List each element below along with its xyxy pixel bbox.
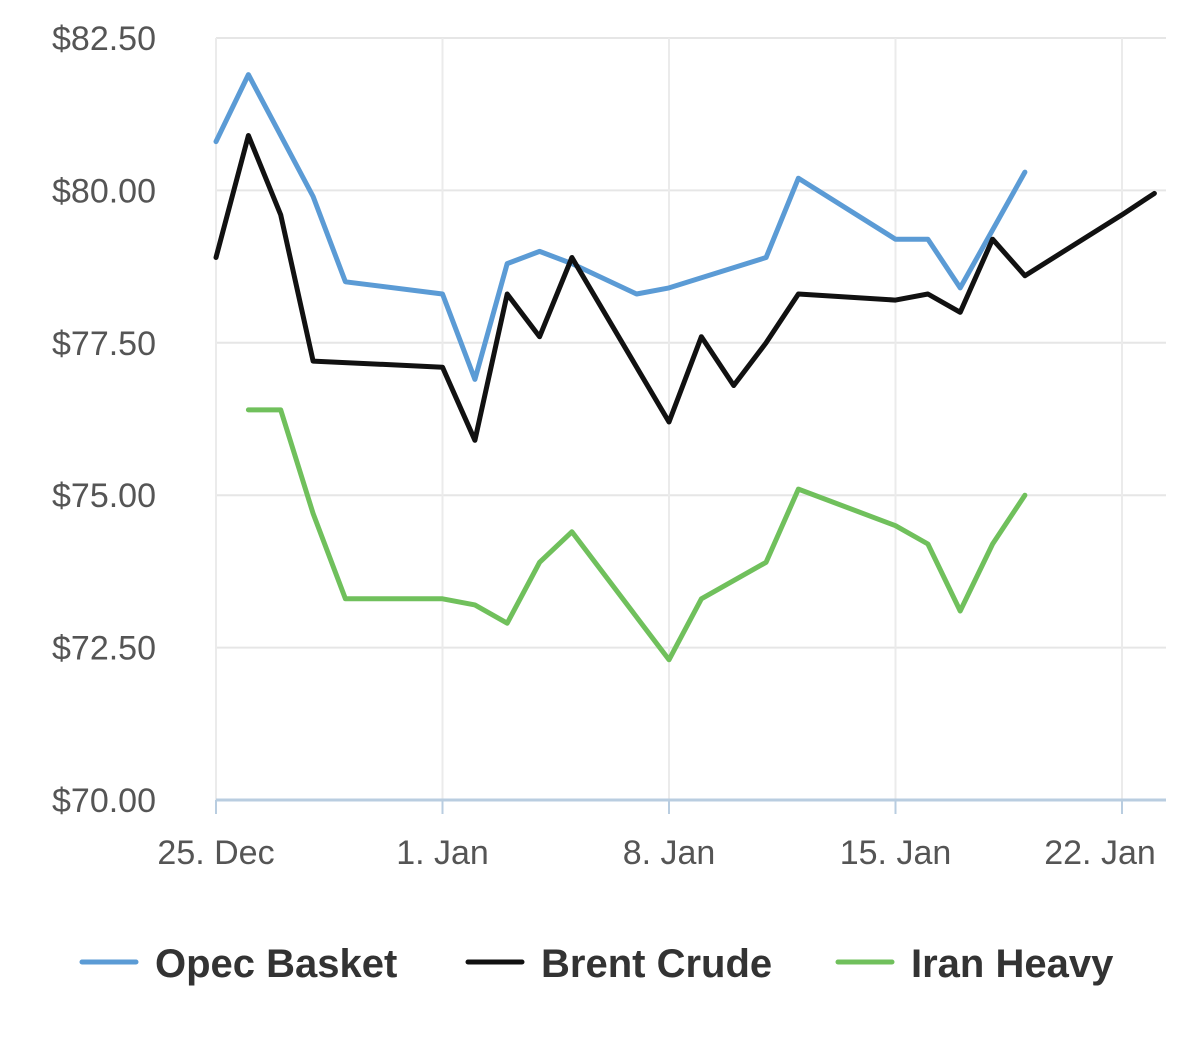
data-point[interactable] [278, 407, 284, 413]
data-point[interactable] [472, 437, 478, 443]
series-line[interactable] [213, 72, 1028, 382]
legend-item-iran-heavy[interactable]: Iran Heavy [835, 942, 1114, 986]
data-point[interactable] [795, 175, 801, 181]
data-point[interactable] [731, 383, 737, 389]
data-point[interactable] [957, 285, 963, 291]
series-brent-crude[interactable] [213, 133, 1157, 444]
data-point[interactable] [472, 602, 478, 608]
data-point[interactable] [1119, 212, 1125, 218]
series-iran-heavy[interactable] [245, 407, 1028, 663]
y-tick-label: $72.50 [52, 630, 156, 668]
data-point[interactable] [893, 236, 899, 242]
data-point[interactable] [795, 291, 801, 297]
data-point[interactable] [666, 657, 672, 663]
data-point[interactable] [1022, 492, 1028, 498]
data-point[interactable] [795, 486, 801, 492]
data-point[interactable] [1022, 273, 1028, 279]
data-point[interactable] [342, 596, 348, 602]
legend[interactable]: Opec Basket Brent Crude Iran Heavy [79, 942, 1114, 986]
x-tick-label: 22. Jan [1044, 834, 1156, 872]
data-point[interactable] [698, 596, 704, 602]
data-point[interactable] [666, 285, 672, 291]
x-tick-label: 15. Jan [840, 834, 952, 872]
data-point[interactable] [213, 255, 219, 261]
data-point[interactable] [440, 364, 446, 370]
series-line[interactable] [213, 133, 1157, 443]
data-point[interactable] [1022, 169, 1028, 175]
grid-layer [215, 37, 1166, 800]
data-point[interactable] [245, 133, 251, 139]
data-point[interactable] [537, 248, 543, 254]
data-point[interactable] [990, 541, 996, 547]
legend-label: Iran Heavy [911, 942, 1114, 986]
data-point[interactable] [472, 376, 478, 382]
data-point[interactable] [666, 419, 672, 425]
data-point[interactable] [634, 291, 640, 297]
data-point[interactable] [763, 340, 769, 346]
data-point[interactable] [440, 291, 446, 297]
x-tick-label: 1. Jan [396, 834, 489, 872]
data-point[interactable] [763, 559, 769, 565]
data-point[interactable] [1151, 190, 1157, 196]
data-point[interactable] [278, 212, 284, 218]
data-point[interactable] [957, 309, 963, 315]
data-point[interactable] [245, 72, 251, 78]
data-point[interactable] [925, 541, 931, 547]
data-point[interactable] [504, 261, 510, 267]
data-point[interactable] [925, 236, 931, 242]
x-tick-label: 8. Jan [623, 834, 716, 872]
data-point[interactable] [893, 523, 899, 529]
data-point[interactable] [245, 407, 251, 413]
data-point[interactable] [310, 511, 316, 517]
legend-item-opec-basket[interactable]: Opec Basket [79, 942, 397, 986]
data-point[interactable] [213, 139, 219, 145]
legend-label: Brent Crude [541, 942, 772, 986]
data-point[interactable] [537, 334, 543, 340]
data-point[interactable] [763, 255, 769, 261]
y-tick-label: $82.50 [52, 20, 156, 58]
legend-item-brent-crude[interactable]: Brent Crude [465, 942, 772, 986]
data-point[interactable] [990, 236, 996, 242]
series-layer [213, 72, 1157, 663]
axis-layer: $70.00 $72.50 $75.00 $77.50 $80.00 $82.50 25. … [52, 20, 1166, 872]
data-point[interactable] [957, 608, 963, 614]
data-point[interactable] [569, 255, 575, 261]
data-point[interactable] [504, 620, 510, 626]
data-point[interactable] [569, 529, 575, 535]
y-tick-label: $70.00 [52, 782, 156, 820]
data-point[interactable] [893, 297, 899, 303]
data-point[interactable] [537, 559, 543, 565]
data-point[interactable] [504, 291, 510, 297]
data-point[interactable] [698, 334, 704, 340]
data-point[interactable] [342, 279, 348, 285]
x-tick-label: 25. Dec [157, 834, 274, 872]
data-point[interactable] [925, 291, 931, 297]
legend-label: Opec Basket [155, 942, 397, 986]
series-line[interactable] [245, 407, 1028, 663]
data-point[interactable] [310, 194, 316, 200]
y-tick-label: $80.00 [52, 172, 156, 210]
y-tick-label: $77.50 [52, 325, 156, 363]
data-point[interactable] [440, 596, 446, 602]
data-point[interactable] [310, 358, 316, 364]
y-tick-label: $75.00 [52, 477, 156, 515]
